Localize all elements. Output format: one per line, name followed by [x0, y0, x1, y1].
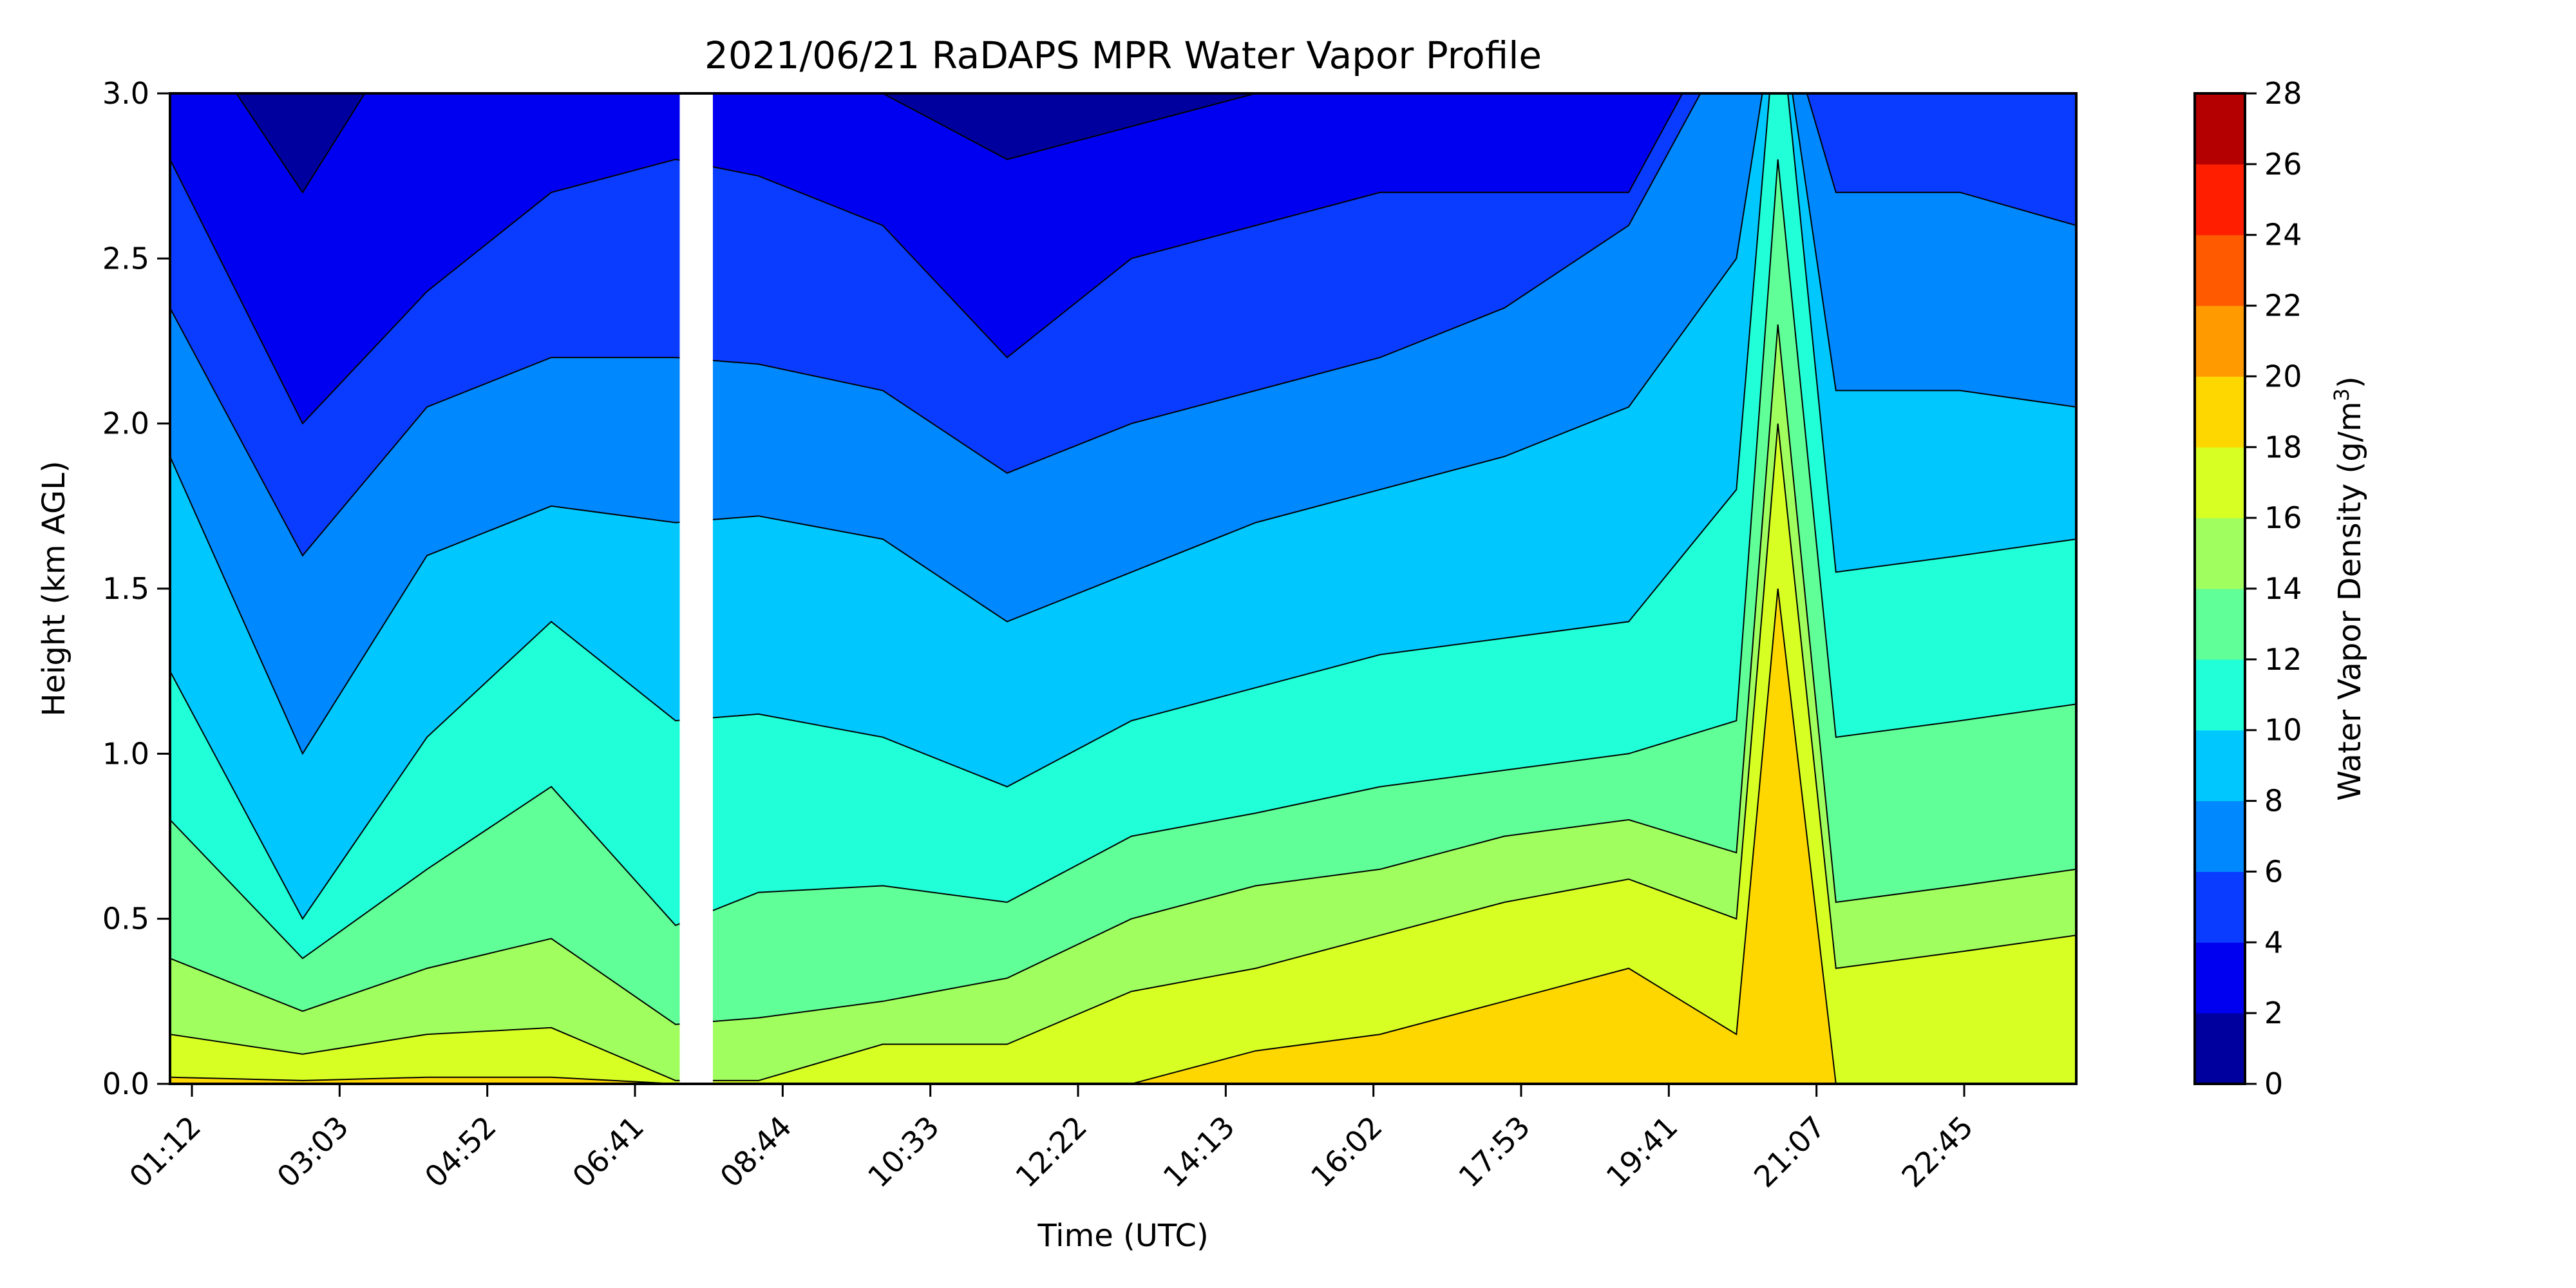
y-axis-label: Height (km AGL) — [36, 460, 72, 716]
colorbar-segment — [2195, 376, 2245, 448]
y-tick-label: 3.0 — [102, 76, 149, 111]
colorbar-tick-label: 0 — [2264, 1066, 2283, 1101]
colorbar-segment — [2195, 93, 2245, 165]
contour-band-level_2 — [170, 93, 2076, 193]
y-tick-label: 1.0 — [102, 736, 149, 771]
colorbar-tick-label: 8 — [2264, 784, 2283, 819]
y-tick-label: 0.5 — [102, 902, 149, 936]
contour-band-level_4 — [170, 93, 2076, 424]
contour-band-level_6 — [170, 93, 2076, 556]
colorbar-segment — [2195, 234, 2245, 307]
contour-line-level_14 — [170, 324, 2076, 1025]
colorbar-segment — [2195, 1013, 2245, 1084]
contour-line-level_18 — [170, 588, 2076, 1084]
contour-line-level_4 — [170, 93, 1683, 425]
contour-lines — [170, 93, 2076, 1084]
colorbar-segment — [2195, 942, 2245, 1014]
contour-line-level_8 — [170, 93, 2076, 755]
x-tick-label: 12:22 — [1009, 1109, 1094, 1194]
colorbar-tick-label: 28 — [2264, 76, 2302, 111]
colorbar-segment — [2195, 164, 2245, 236]
colorbar-segment — [2195, 730, 2245, 802]
x-axis: 01:12 03:03 04:52 06:41 08:44 10:33 12:22 14:13… — [122, 1084, 1980, 1194]
x-tick-label: 21:07 — [1747, 1109, 1832, 1194]
contour-line-level_6 — [170, 93, 2076, 557]
x-tick-label: 04:52 — [418, 1109, 503, 1194]
x-tick-label: 03:03 — [270, 1109, 355, 1194]
chart-title: 2021/06/21 RaDAPS MPR Water Vapor Profil… — [705, 33, 1542, 77]
colorbar-segment — [2195, 447, 2245, 518]
contour-line-level_16 — [170, 423, 2076, 1081]
x-tick-label: 14:13 — [1157, 1109, 1242, 1194]
colorbar-segment — [2195, 800, 2245, 872]
colorbar-segment — [2195, 589, 2245, 660]
x-tick-label: 01:12 — [122, 1109, 207, 1194]
x-tick-label: 08:44 — [714, 1109, 799, 1194]
colorbar-segment — [2195, 659, 2245, 731]
colorbar-tick-label: 20 — [2264, 359, 2302, 393]
colorbar-tick-label: 4 — [2264, 925, 2283, 960]
x-tick-label: 17:53 — [1452, 1109, 1537, 1194]
x-tick-label: 06:41 — [565, 1109, 650, 1194]
colorbar-tick-label: 12 — [2264, 642, 2302, 677]
y-tick-label: 2.0 — [102, 406, 149, 441]
x-tick-label: 16:02 — [1304, 1109, 1389, 1194]
colorbar-tick-label: 18 — [2264, 430, 2302, 464]
colorbar-segment — [2195, 871, 2245, 943]
colorbar-segment — [2195, 518, 2245, 589]
y-axis: 0.0 0.5 1.0 1.5 2.0 2.5 3.0 — [102, 76, 170, 1101]
colorbar-tick-label: 6 — [2264, 854, 2283, 889]
contour-line-level_2 — [235, 93, 1630, 194]
y-tick-label: 0.0 — [102, 1066, 149, 1101]
colorbar-tick-label: 24 — [2264, 218, 2302, 252]
y-tick-label: 1.5 — [102, 571, 149, 606]
colorbar-tick-label: 2 — [2264, 996, 2283, 1030]
colorbar-tick-label: 22 — [2264, 289, 2302, 323]
x-tick-label: 22:45 — [1895, 1109, 1980, 1194]
x-axis-label: Time (UTC) — [1037, 1218, 1208, 1254]
colorbar-tick-label: 16 — [2264, 500, 2302, 535]
data-gap — [679, 93, 713, 1084]
colorbar-tick-label: 10 — [2264, 713, 2302, 748]
y-tick-label: 2.5 — [102, 241, 149, 276]
contour-line-level_10 — [170, 93, 2076, 920]
x-tick-label: 10:33 — [861, 1109, 946, 1194]
colorbar-tick-label: 26 — [2264, 147, 2302, 182]
contour-fill-area — [170, 93, 2076, 1084]
colorbar-label: Water Vapor Density (g/m3) — [2329, 376, 2368, 800]
x-tick-label: 19:41 — [1600, 1109, 1685, 1194]
colorbar-segment — [2195, 305, 2245, 377]
colorbar-tick-label: 14 — [2264, 571, 2302, 606]
contour-line-level_12 — [170, 159, 2076, 960]
